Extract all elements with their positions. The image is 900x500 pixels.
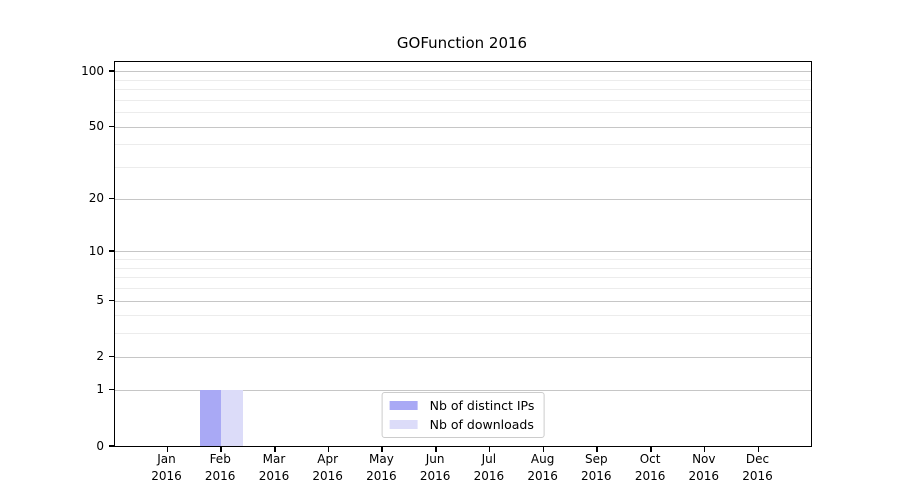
legend-item: Nb of distinct IPs — [389, 398, 535, 413]
x-tick-label-line: Oct — [639, 452, 661, 466]
major-gridline — [115, 198, 811, 200]
x-tick-mark — [327, 446, 330, 452]
x-tick-label-line: Jan — [157, 452, 176, 466]
x-tick-label-line: Nov — [692, 452, 716, 466]
x-tick-label: Oct 2016 — [608, 451, 692, 485]
legend: Nb of distinct IPs Nb of downloads — [381, 392, 545, 438]
x-tick-mark — [381, 446, 383, 452]
minor-gridline — [115, 267, 811, 269]
y-tick-mark — [109, 125, 114, 128]
major-gridline — [115, 126, 811, 128]
y-tick-mark — [109, 70, 114, 72]
x-tick-label-line: 2016 — [151, 469, 182, 483]
minor-gridline — [115, 287, 811, 289]
x-tick-label-line: Jun — [425, 452, 445, 466]
x-tick-mark — [596, 446, 598, 452]
x-tick-label-line: 2016 — [473, 469, 505, 483]
bar-nb-of-distinct-ips — [199, 389, 222, 446]
x-tick-label: Jun 2016 — [393, 451, 477, 485]
x-tick-mark — [488, 446, 491, 452]
x-tick-mark — [220, 446, 222, 452]
x-tick-label: Aug 2016 — [501, 451, 585, 485]
x-tick-mark — [542, 446, 545, 452]
y-tick-label: 1 — [96, 382, 104, 397]
minor-gridline — [115, 112, 811, 114]
major-gridline — [115, 71, 811, 73]
x-tick-label: Jan 2016 — [125, 451, 209, 485]
y-tick-label: 100 — [81, 63, 104, 78]
x-tick-label-line: 2016 — [527, 469, 558, 483]
x-tick-mark — [166, 446, 168, 452]
x-tick-mark — [650, 446, 652, 452]
x-tick-label-line: Apr — [317, 452, 339, 466]
x-tick-label-line: Dec — [745, 452, 770, 466]
bar-nb-of-downloads — [221, 389, 243, 446]
minor-gridline — [115, 79, 811, 81]
x-tick-label-line: 2016 — [688, 469, 720, 483]
x-tick-label-line: Sep — [584, 452, 608, 466]
x-tick-label-line: Mar — [262, 452, 286, 466]
x-tick-label: Feb 2016 — [178, 451, 262, 485]
x-tick-mark — [703, 446, 706, 452]
x-tick-mark — [435, 446, 437, 452]
x-tick-label-line: 2016 — [312, 469, 343, 483]
x-tick-mark — [757, 446, 759, 452]
y-tick-mark — [109, 250, 114, 252]
y-tick-label: 5 — [96, 293, 104, 307]
chart-title: GOFunction 2016 — [396, 34, 528, 52]
x-tick-label: Nov 2016 — [662, 451, 746, 485]
legend-swatch-nb-of-distinct-ips — [389, 401, 418, 410]
x-tick-label-line: 2016 — [742, 469, 773, 483]
major-gridline — [115, 389, 811, 391]
legend-item: Nb of downloads — [389, 417, 535, 432]
minor-gridline — [115, 144, 811, 146]
legend-item-label: Nb of downloads — [429, 417, 534, 432]
x-tick-mark — [274, 446, 276, 452]
minor-gridline — [115, 277, 811, 279]
x-tick-label: Jul 2016 — [447, 451, 531, 485]
x-tick-label: Mar 2016 — [232, 451, 316, 485]
major-gridline — [115, 251, 811, 253]
minor-gridline — [115, 89, 811, 90]
x-tick-label-line: 2016 — [204, 469, 236, 483]
x-tick-label-line: 2016 — [634, 469, 666, 483]
x-tick-label-line: Jul — [481, 452, 497, 466]
major-gridline — [115, 356, 811, 358]
x-tick-label-line: 2016 — [258, 469, 290, 483]
x-tick-label-line: May — [368, 452, 394, 466]
x-tick-label-line: 2016 — [419, 469, 451, 483]
minor-gridline — [115, 99, 811, 101]
minor-gridline — [115, 315, 811, 317]
x-tick-label: Dec 2016 — [716, 451, 800, 485]
y-tick-label: 2 — [96, 349, 104, 364]
y-tick-mark — [109, 388, 114, 391]
x-tick-label-line: Aug — [530, 452, 555, 466]
minor-gridline — [115, 333, 811, 335]
legend-item-label: Nb of distinct IPs — [429, 398, 535, 413]
y-tick-mark — [109, 355, 114, 358]
major-gridline — [115, 300, 811, 302]
minor-gridline — [115, 167, 811, 169]
x-tick-label-line: 2016 — [366, 469, 397, 483]
x-tick-label-line: 2016 — [581, 469, 612, 483]
y-tick-label: 10 — [88, 243, 104, 258]
x-tick-label-line: Feb — [209, 452, 231, 466]
y-tick-label: 20 — [88, 191, 104, 206]
y-tick-mark — [109, 299, 114, 301]
y-tick-label: 50 — [88, 119, 104, 134]
x-tick-label: May 2016 — [339, 451, 423, 485]
y-tick-mark — [109, 445, 114, 447]
x-tick-label: Apr 2016 — [286, 451, 370, 485]
minor-gridline — [115, 259, 811, 260]
legend-swatch-nb-of-downloads — [389, 420, 418, 429]
y-tick-mark — [109, 197, 114, 200]
plot-area: Nb of distinct IPs Nb of downloads — [114, 61, 812, 447]
x-tick-label: Sep 2016 — [554, 451, 638, 485]
y-tick-label: 0 — [96, 438, 104, 453]
